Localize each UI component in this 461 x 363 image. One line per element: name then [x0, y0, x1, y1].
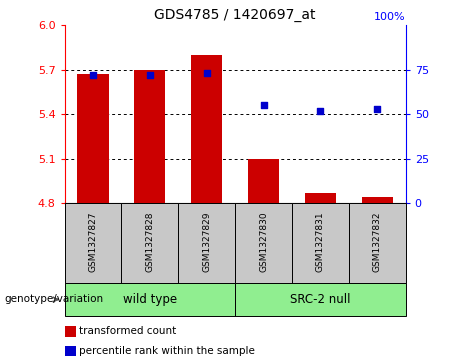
Text: GSM1327827: GSM1327827 — [89, 211, 97, 272]
Text: GSM1327831: GSM1327831 — [316, 211, 325, 272]
Bar — [121, 203, 178, 283]
Bar — [235, 203, 292, 283]
Text: percentile rank within the sample: percentile rank within the sample — [79, 346, 255, 356]
Text: wild type: wild type — [123, 293, 177, 306]
Text: GSM1327830: GSM1327830 — [259, 211, 268, 272]
Title: GDS4785 / 1420697_at: GDS4785 / 1420697_at — [154, 8, 316, 22]
Text: SRC-2 null: SRC-2 null — [290, 293, 351, 306]
Bar — [248, 159, 279, 203]
Bar — [77, 74, 109, 203]
Text: 100%: 100% — [374, 12, 406, 22]
Bar — [361, 197, 393, 203]
Bar — [65, 283, 235, 316]
Bar — [134, 70, 165, 203]
Point — [146, 72, 154, 78]
Bar — [349, 203, 406, 283]
Bar — [235, 283, 406, 316]
Point — [260, 102, 267, 108]
Text: transformed count: transformed count — [79, 326, 177, 337]
Point — [203, 70, 210, 76]
Bar — [292, 203, 349, 283]
Point — [373, 106, 381, 112]
Bar — [178, 203, 235, 283]
Bar — [305, 193, 336, 203]
Bar — [65, 203, 121, 283]
Point — [317, 108, 324, 114]
Text: genotype/variation: genotype/variation — [5, 294, 104, 305]
Bar — [191, 55, 222, 203]
Text: GSM1327829: GSM1327829 — [202, 211, 211, 272]
Text: GSM1327828: GSM1327828 — [145, 211, 154, 272]
Point — [89, 72, 97, 78]
Text: GSM1327832: GSM1327832 — [373, 211, 382, 272]
